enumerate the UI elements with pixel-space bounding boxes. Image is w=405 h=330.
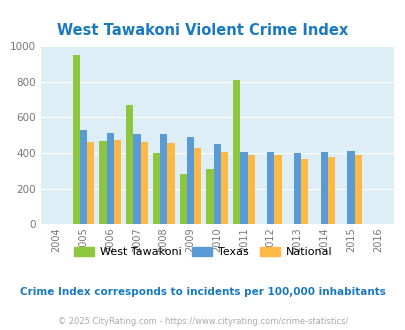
Bar: [99, 141, 106, 224]
Bar: [293, 152, 301, 224]
Text: © 2025 CityRating.com - https://www.cityrating.com/crime-statistics/: © 2025 CityRating.com - https://www.city…: [58, 317, 347, 326]
Text: West Tawakoni Violent Crime Index: West Tawakoni Violent Crime Index: [57, 23, 348, 38]
Bar: [327, 157, 334, 224]
Bar: [320, 152, 327, 224]
Bar: [152, 153, 160, 224]
Bar: [232, 81, 240, 224]
Bar: [213, 144, 220, 224]
Bar: [274, 154, 281, 224]
Bar: [106, 133, 113, 224]
Bar: [220, 152, 228, 224]
Legend: West Tawakoni, Texas, National: West Tawakoni, Texas, National: [69, 242, 336, 262]
Bar: [113, 140, 121, 224]
Bar: [240, 152, 247, 224]
Bar: [194, 148, 201, 224]
Bar: [266, 152, 274, 224]
Bar: [247, 155, 254, 224]
Bar: [126, 105, 133, 224]
Bar: [179, 174, 186, 224]
Bar: [80, 130, 87, 224]
Bar: [301, 159, 307, 224]
Bar: [133, 134, 140, 224]
Bar: [186, 137, 194, 224]
Bar: [167, 143, 174, 224]
Bar: [347, 151, 354, 224]
Bar: [140, 142, 147, 224]
Bar: [206, 169, 213, 224]
Bar: [72, 55, 80, 224]
Text: Crime Index corresponds to incidents per 100,000 inhabitants: Crime Index corresponds to incidents per…: [20, 287, 385, 297]
Bar: [160, 134, 167, 224]
Bar: [87, 142, 94, 224]
Bar: [354, 155, 361, 224]
